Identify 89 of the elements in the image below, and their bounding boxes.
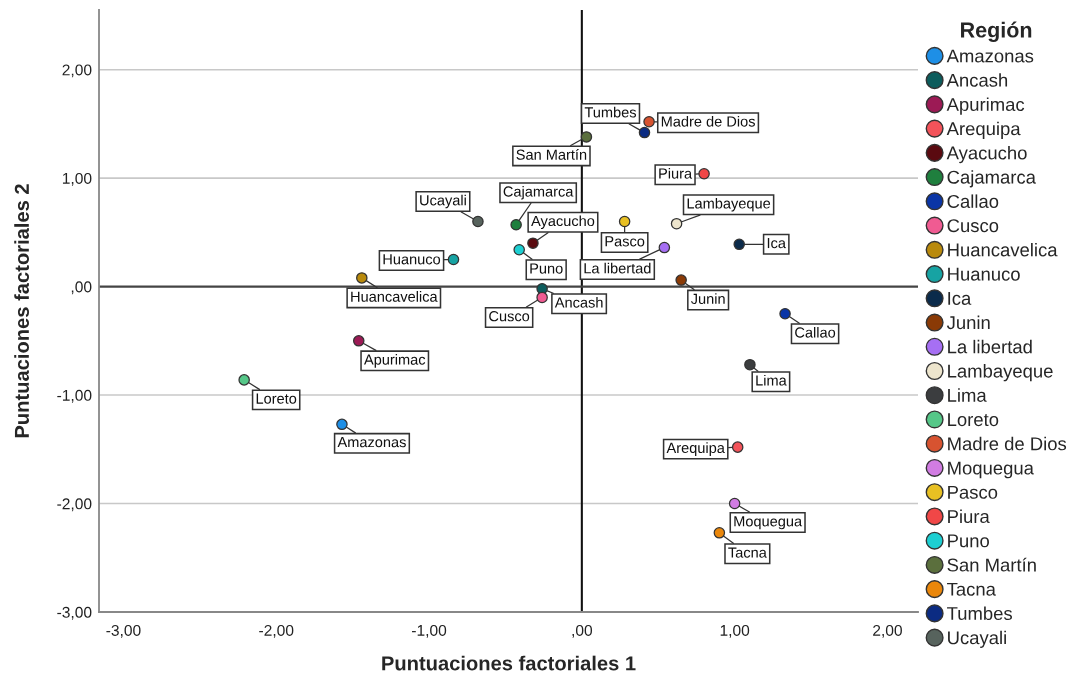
text: Madre de Dios bbox=[948, 436, 1067, 451]
legend-label: Callao bbox=[947, 194, 999, 208]
legend-label: Pasco bbox=[948, 485, 998, 499]
legend-label: Arequipa bbox=[946, 121, 1021, 139]
y-tick-label: -1,00 bbox=[57, 389, 92, 403]
text: Lima bbox=[756, 374, 787, 386]
x-tick-label: 1,00 bbox=[720, 624, 750, 638]
point bbox=[472, 215, 484, 228]
y-tick-label: -3,00 bbox=[57, 606, 92, 620]
text: Amazonas bbox=[337, 437, 406, 448]
legend-label: Lima bbox=[948, 388, 987, 402]
text: Lambayeque bbox=[687, 197, 771, 212]
point bbox=[618, 215, 631, 228]
point bbox=[352, 335, 365, 347]
text: Arequipa bbox=[666, 442, 725, 456]
text: Ucayali bbox=[420, 194, 466, 209]
point bbox=[713, 527, 726, 539]
legend-label: Madre de Dios bbox=[661, 115, 755, 127]
point bbox=[731, 441, 744, 453]
point bbox=[675, 274, 687, 286]
text: La libertad bbox=[948, 339, 1032, 354]
legend-label: Ayacucho bbox=[946, 145, 1027, 164]
legend-label: Tumbes bbox=[947, 606, 1012, 621]
legend-label: La libertad bbox=[584, 262, 651, 274]
legend-label: Amazonas bbox=[946, 49, 1034, 63]
legend-label: Junin bbox=[946, 315, 990, 330]
point bbox=[238, 374, 250, 386]
text: Cajamarca bbox=[947, 170, 1036, 188]
text: Pasco bbox=[605, 236, 645, 247]
legend-label: Cusco bbox=[947, 219, 999, 233]
point bbox=[670, 217, 683, 230]
text: Piura bbox=[659, 167, 693, 179]
legend-label: Ica bbox=[767, 238, 786, 249]
text: Junin bbox=[690, 293, 725, 304]
y-tick-label: ,00 bbox=[71, 281, 92, 295]
text: Moquegua bbox=[734, 516, 803, 530]
y-tick-label: 2,00 bbox=[62, 64, 92, 78]
legend-label: Huancavelica bbox=[948, 242, 1058, 257]
legend-label: Puno bbox=[948, 534, 989, 548]
point bbox=[356, 272, 368, 284]
text: Ica bbox=[948, 292, 972, 305]
text: Ancash bbox=[946, 73, 1008, 87]
point bbox=[527, 237, 539, 249]
legend-label: Huanuco bbox=[948, 267, 1020, 281]
point bbox=[744, 358, 756, 371]
legend-label: Ucayali bbox=[948, 630, 1006, 648]
point bbox=[658, 241, 671, 254]
legend-label: Moquegua bbox=[948, 461, 1034, 479]
text: Huanuco bbox=[383, 254, 441, 265]
legend-label: Ancash bbox=[554, 296, 603, 308]
text: Puno bbox=[530, 263, 563, 274]
point bbox=[536, 291, 548, 304]
text: San Martín bbox=[516, 148, 587, 160]
y-axis-title: Puntuaciones factoriales 2 bbox=[14, 184, 30, 438]
x-tick-label: -3,00 bbox=[106, 624, 141, 638]
legend-label: Lambayeque bbox=[948, 364, 1053, 382]
legend-label: Loreto bbox=[948, 413, 999, 427]
x-tick-label: ,00 bbox=[572, 624, 593, 638]
point bbox=[513, 243, 525, 256]
x-tick-label: -1,00 bbox=[412, 624, 447, 638]
text: Loreto bbox=[256, 393, 297, 404]
x-tick-label: -2,00 bbox=[259, 624, 294, 638]
text: Tumbes bbox=[584, 106, 637, 118]
legend-title: Región bbox=[961, 21, 1032, 42]
text: Apurimac bbox=[363, 354, 426, 368]
y-tick-label: -2,00 bbox=[57, 498, 92, 512]
point bbox=[643, 115, 655, 128]
x-tick-label: 2,00 bbox=[873, 624, 902, 638]
y-tick-label: 1,00 bbox=[62, 172, 92, 186]
text: Cusco bbox=[489, 311, 530, 322]
legend-label: Apurimac bbox=[946, 97, 1025, 115]
point bbox=[728, 497, 741, 510]
legend-label: Tacna bbox=[947, 582, 996, 596]
point bbox=[447, 253, 460, 266]
text: Huancavelica bbox=[351, 291, 438, 302]
point bbox=[638, 126, 651, 139]
point bbox=[779, 307, 791, 320]
point bbox=[733, 238, 746, 251]
point bbox=[698, 168, 710, 180]
legend-label: San Martín bbox=[947, 557, 1036, 572]
x-axis-title: Puntuaciones factoriales 1 bbox=[382, 655, 636, 671]
text: Ayacucho bbox=[531, 215, 595, 229]
text: Tacna bbox=[728, 547, 767, 558]
legend-label: Cajamarca bbox=[503, 185, 574, 200]
legend-label: Piura bbox=[948, 509, 990, 524]
point bbox=[510, 218, 522, 231]
point bbox=[336, 418, 348, 431]
point bbox=[580, 131, 593, 143]
text: Callao bbox=[795, 326, 836, 338]
